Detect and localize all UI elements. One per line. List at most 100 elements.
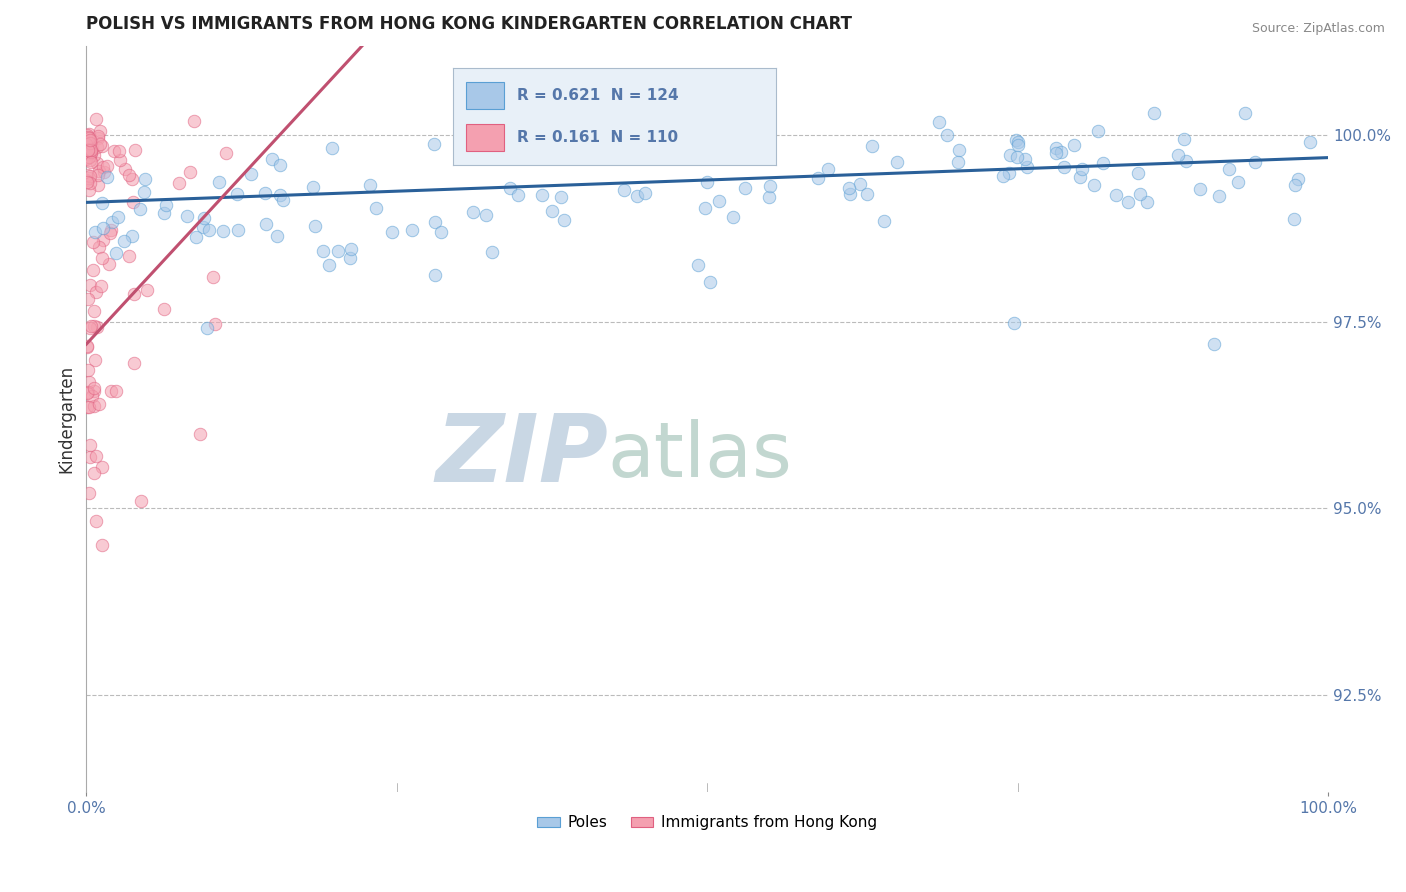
- Point: [83, 384, 105, 398]
- Point: [215, 146, 238, 161]
- Point: [626, 189, 648, 203]
- Point: [114, 162, 136, 177]
- Point: [84, 285, 107, 299]
- Point: [83, 319, 105, 334]
- Point: [928, 115, 950, 129]
- Point: [84, 112, 107, 127]
- Point: [860, 139, 883, 153]
- Point: [87, 168, 110, 182]
- Point: [1129, 187, 1152, 202]
- Point: [80, 145, 103, 159]
- Point: [79, 486, 101, 500]
- Point: [98, 227, 121, 241]
- Point: [540, 203, 562, 218]
- Point: [1045, 141, 1067, 155]
- Point: [1007, 151, 1029, 165]
- Point: [77, 384, 100, 399]
- Point: [461, 205, 484, 219]
- Point: [425, 268, 447, 282]
- Point: [153, 301, 176, 316]
- Point: [1007, 135, 1029, 149]
- Point: [1014, 153, 1036, 167]
- Point: [321, 141, 343, 155]
- Point: [86, 139, 108, 153]
- Point: [110, 153, 132, 167]
- Point: [86, 128, 108, 143]
- Point: [135, 283, 157, 297]
- Point: [89, 164, 111, 178]
- Point: [75, 140, 97, 154]
- Point: [1174, 154, 1197, 169]
- Point: [699, 275, 721, 289]
- Point: [155, 198, 177, 212]
- Point: [190, 426, 212, 441]
- Point: [204, 317, 226, 331]
- Point: [134, 172, 156, 186]
- Point: [1063, 138, 1085, 153]
- Point: [83, 399, 105, 413]
- Point: [1167, 148, 1189, 162]
- Point: [1284, 212, 1306, 227]
- Point: [253, 186, 276, 201]
- Point: [76, 175, 98, 189]
- Point: [80, 155, 103, 169]
- Point: [269, 187, 291, 202]
- Point: [96, 159, 118, 173]
- Point: [122, 356, 145, 370]
- Point: [97, 257, 120, 271]
- Point: [77, 375, 100, 389]
- Point: [499, 181, 522, 195]
- Point: [550, 190, 572, 204]
- Point: [80, 389, 103, 403]
- Point: [873, 213, 896, 227]
- Point: [79, 169, 101, 183]
- Point: [91, 139, 114, 153]
- Point: [696, 175, 718, 189]
- Point: [381, 225, 404, 239]
- Point: [240, 167, 263, 181]
- Point: [197, 321, 219, 335]
- Point: [83, 352, 105, 367]
- Point: [1105, 187, 1128, 202]
- Point: [254, 217, 277, 231]
- Point: [429, 225, 451, 239]
- Point: [121, 172, 143, 186]
- Point: [91, 460, 114, 475]
- Point: [129, 202, 152, 216]
- Point: [82, 141, 104, 155]
- Point: [79, 438, 101, 452]
- Point: [75, 173, 97, 187]
- Point: [76, 151, 98, 165]
- Point: [79, 278, 101, 293]
- Point: [1298, 135, 1320, 149]
- Point: [179, 165, 201, 179]
- Point: [1244, 155, 1267, 169]
- Point: [83, 148, 105, 162]
- Point: [302, 179, 325, 194]
- Point: [686, 258, 709, 272]
- Point: [117, 168, 139, 182]
- Point: [1288, 171, 1310, 186]
- Point: [91, 221, 114, 235]
- Point: [176, 209, 198, 223]
- Point: [93, 164, 115, 178]
- Point: [1218, 162, 1240, 177]
- Point: [89, 397, 111, 411]
- Point: [79, 136, 101, 151]
- Point: [101, 215, 124, 229]
- Point: [948, 155, 970, 169]
- Point: [80, 134, 103, 148]
- Point: [89, 136, 111, 151]
- Point: [936, 128, 959, 143]
- Point: [76, 340, 98, 354]
- Point: [91, 233, 114, 247]
- Point: [83, 303, 105, 318]
- Point: [79, 142, 101, 156]
- Point: [76, 153, 98, 167]
- Point: [79, 145, 101, 160]
- Point: [849, 177, 872, 191]
- Point: [1204, 337, 1226, 351]
- Point: [423, 215, 446, 229]
- Point: [886, 155, 908, 169]
- Point: [122, 195, 145, 210]
